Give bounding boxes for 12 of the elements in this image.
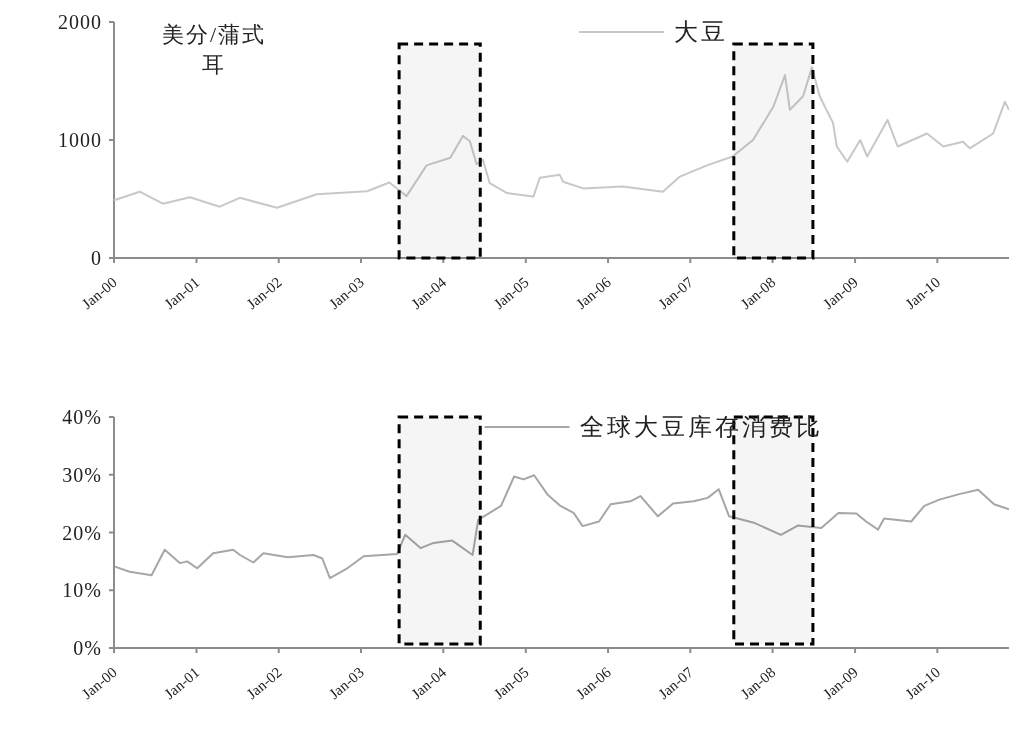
y-tick-label: 10% [62, 579, 102, 602]
y-tick-label: 20% [62, 521, 102, 544]
y-tick-label: 0% [73, 637, 102, 659]
y-tick-label: 30% [62, 463, 102, 486]
y-tick-label: 2000 [58, 11, 102, 33]
y-axis-title: 美分/蒲式耳 [161, 22, 267, 77]
legend-label: 大豆 [674, 19, 728, 45]
y-tick-label: 1000 [58, 129, 102, 151]
y-tick-label: 40% [62, 406, 102, 428]
legend-label: 全球大豆库存消费比 [579, 414, 823, 440]
line-series [113, 474, 1009, 580]
y-tick-label: 0 [91, 247, 102, 269]
